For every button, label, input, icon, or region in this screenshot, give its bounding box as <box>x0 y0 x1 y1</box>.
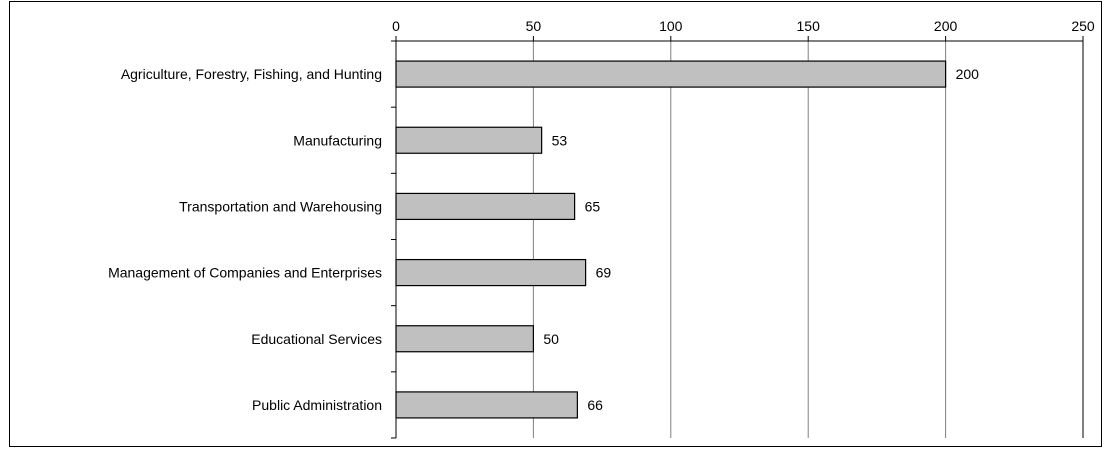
category-label: Agriculture, Forestry, Fishing, and Hunt… <box>121 66 382 82</box>
data-label: 200 <box>956 66 980 82</box>
data-label: 50 <box>543 331 559 347</box>
category-label: Manufacturing <box>293 132 382 148</box>
bar <box>395 126 543 154</box>
x-tick-label: 50 <box>526 18 542 34</box>
category-label: Public Administration <box>252 397 382 413</box>
x-tick-label: 0 <box>392 18 400 34</box>
x-tick-label: 250 <box>1071 18 1095 34</box>
x-tick-label: 100 <box>659 18 683 34</box>
data-label: 65 <box>585 198 601 214</box>
plot-area <box>396 41 1083 438</box>
category-label: Educational Services <box>251 331 382 347</box>
category-label: Management of Companies and Enterprises <box>108 265 382 281</box>
bar <box>395 60 947 88</box>
x-tick-label: 150 <box>797 18 821 34</box>
bar <box>395 391 578 419</box>
category-label: Transportation and Warehousing <box>179 198 382 214</box>
data-label: 66 <box>587 397 603 413</box>
bar <box>395 258 587 287</box>
data-label: 69 <box>596 265 612 281</box>
bar <box>395 325 534 353</box>
x-tick-label: 200 <box>934 18 958 34</box>
data-label: 53 <box>552 132 568 148</box>
bar <box>395 192 576 221</box>
